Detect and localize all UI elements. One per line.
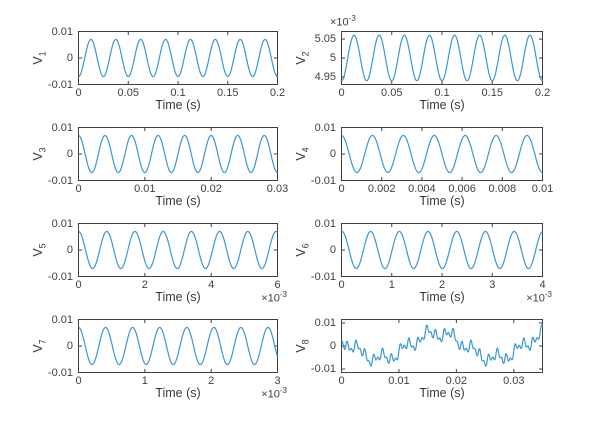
y-tick-label: 0.01 bbox=[314, 121, 336, 134]
signal-trace bbox=[78, 38, 278, 78]
x-axis-label-v8: Time (s) bbox=[419, 386, 465, 400]
y-tick-label: 5 bbox=[329, 52, 336, 64]
y-tick-label: -0.01 bbox=[310, 363, 336, 376]
x-tick-label: 0 bbox=[338, 279, 345, 291]
y-tick-label: 0 bbox=[66, 52, 73, 64]
x-tick-label: 0.2 bbox=[269, 87, 286, 99]
x-tick-label: 0.01 bbox=[134, 183, 156, 195]
x-axis-label-v3: Time (s) bbox=[155, 194, 201, 208]
x-tick-label: 0 bbox=[338, 375, 345, 387]
y-tick-label: 0 bbox=[66, 244, 73, 256]
x-axis-multiplier: ×10-3 bbox=[261, 290, 287, 305]
x-tick-label: 6 bbox=[274, 279, 281, 291]
axes-frame bbox=[341, 31, 543, 85]
y-tick-label: 0.01 bbox=[51, 217, 73, 230]
signal-trace bbox=[78, 326, 279, 366]
x-tick-label: 0.006 bbox=[448, 183, 476, 195]
x-tick-label: 0.1 bbox=[170, 87, 186, 99]
y-tick-label: 0 bbox=[329, 148, 336, 160]
y-axis-multiplier: ×10-3 bbox=[330, 14, 356, 29]
x-axis-label-v4: Time (s) bbox=[419, 194, 465, 208]
plot-area-v5 bbox=[78, 223, 278, 277]
plot-area-v1 bbox=[78, 31, 278, 85]
x-tick-label: 0 bbox=[338, 87, 345, 99]
y-tick-label: -0.01 bbox=[47, 78, 73, 91]
x-tick-label: 0.15 bbox=[481, 87, 503, 99]
y-tick-label: 0 bbox=[329, 340, 336, 352]
y-tick-label: 0.01 bbox=[51, 25, 73, 38]
subplot-v5: V5 Time (s) 0 2 4 6 -0.01 0 0.01 ×10-3 bbox=[31, 218, 287, 305]
x-tick-label: 2 bbox=[141, 279, 148, 291]
x-tick-label: 0 bbox=[75, 375, 82, 387]
x-tick-label: 0.008 bbox=[488, 183, 517, 195]
plot-area-v4 bbox=[341, 127, 543, 181]
plot-area-v7 bbox=[78, 319, 279, 373]
x-axis-label-v6: Time (s) bbox=[419, 290, 465, 304]
x-tick-label: 0.002 bbox=[367, 183, 396, 195]
x-tick-label: 0 bbox=[75, 279, 82, 291]
plot-area-v3 bbox=[78, 127, 278, 181]
signal-trace bbox=[78, 134, 278, 174]
x-tick-label: 3 bbox=[489, 279, 496, 291]
subplot-v1: V1 Time (s) 0 0.05 0.1 0.15 0.2 -0.01 0 0.01 bbox=[31, 26, 285, 113]
x-tick-label: 3 bbox=[274, 375, 281, 387]
signal-trace bbox=[341, 324, 544, 367]
subplot-v6: V6 Time (s) 0 1 2 3 4 -0.01 0 0.01 ×10-3 bbox=[294, 218, 552, 305]
plot-area-v2 bbox=[341, 31, 543, 85]
x-tick-label: 0.01 bbox=[531, 183, 554, 195]
x-tick-label: 0.02 bbox=[445, 375, 468, 387]
x-tick-label: 0.03 bbox=[503, 375, 525, 387]
x-tick-label: 0.15 bbox=[217, 87, 239, 99]
y-tick-label: -0.01 bbox=[310, 270, 336, 283]
x-axis-label-v2: Time (s) bbox=[419, 98, 465, 112]
x-tick-label: 0.02 bbox=[200, 183, 222, 195]
subplot-v3: V3 Time (s) 0 0.01 0.02 0.03 -0.01 0 0.01 bbox=[31, 122, 288, 209]
x-axis-label-v5: Time (s) bbox=[155, 290, 201, 304]
y-tick-label: 0.01 bbox=[314, 217, 336, 230]
x-axis-multiplier: ×10-3 bbox=[261, 386, 287, 401]
x-tick-label: 4 bbox=[208, 279, 215, 291]
x-axis-label-v1: Time (s) bbox=[155, 98, 201, 112]
y-tick-label: 0.01 bbox=[51, 121, 73, 134]
y-tick-label: 4.95 bbox=[314, 70, 336, 83]
subplot-v7: V7 Time (s) 0 1 2 3 -0.01 0 0.01 ×10-3 bbox=[31, 314, 287, 401]
y-tick-label: -0.01 bbox=[47, 366, 73, 379]
x-tick-label: 0 bbox=[338, 183, 345, 195]
y-tick-label: 5.05 bbox=[314, 33, 336, 46]
x-tick-label: 0.01 bbox=[388, 375, 410, 387]
y-tick-label: 0 bbox=[329, 244, 336, 256]
x-tick-label: 1 bbox=[141, 375, 148, 387]
x-tick-label: 0 bbox=[75, 183, 82, 195]
subplot-v4: V4 Time (s) 0 0.002 0.004 0.006 0.008 0.01 -0.… bbox=[294, 122, 553, 209]
subplot-v8: V8 Time (s) 0 0.01 0.02 0.03 -0.01 0 0.01 bbox=[294, 317, 544, 400]
y-tick-label: 0.01 bbox=[51, 313, 73, 326]
x-axis-label-v7: Time (s) bbox=[155, 386, 201, 400]
x-tick-label: 1 bbox=[388, 279, 395, 291]
plot-area-v8 bbox=[341, 319, 544, 373]
x-tick-label: 0.05 bbox=[381, 87, 403, 99]
signal-trace bbox=[341, 34, 543, 82]
x-tick-label: 0.05 bbox=[117, 87, 139, 99]
y-tick-label: -0.01 bbox=[47, 174, 73, 187]
y-tick-label: -0.01 bbox=[310, 174, 336, 187]
signal-trace bbox=[78, 230, 278, 270]
subplot-v2: V2 Time (s) 0 0.05 0.1 0.15 0.2 4.95 5 5.05 ×10-… bbox=[294, 14, 550, 112]
x-tick-label: 0.2 bbox=[534, 87, 551, 99]
plot-area-v6 bbox=[341, 223, 543, 277]
y-tick-label: 0 bbox=[66, 148, 73, 160]
y-tick-label: 0 bbox=[66, 340, 73, 352]
x-tick-label: 0.03 bbox=[266, 183, 289, 195]
signal-trace bbox=[341, 230, 543, 270]
x-tick-label: 4 bbox=[539, 279, 546, 291]
y-tick-label: 0.01 bbox=[314, 316, 336, 329]
x-axis-multiplier: ×10-3 bbox=[526, 290, 552, 305]
x-tick-label: 2 bbox=[208, 375, 215, 387]
y-tick-label: -0.01 bbox=[47, 270, 73, 283]
signal-trace bbox=[341, 134, 543, 174]
x-tick-label: 0.004 bbox=[408, 183, 436, 195]
x-tick-label: 0 bbox=[75, 87, 82, 99]
x-tick-label: 2 bbox=[438, 279, 446, 291]
x-tick-label: 0.1 bbox=[434, 87, 450, 99]
